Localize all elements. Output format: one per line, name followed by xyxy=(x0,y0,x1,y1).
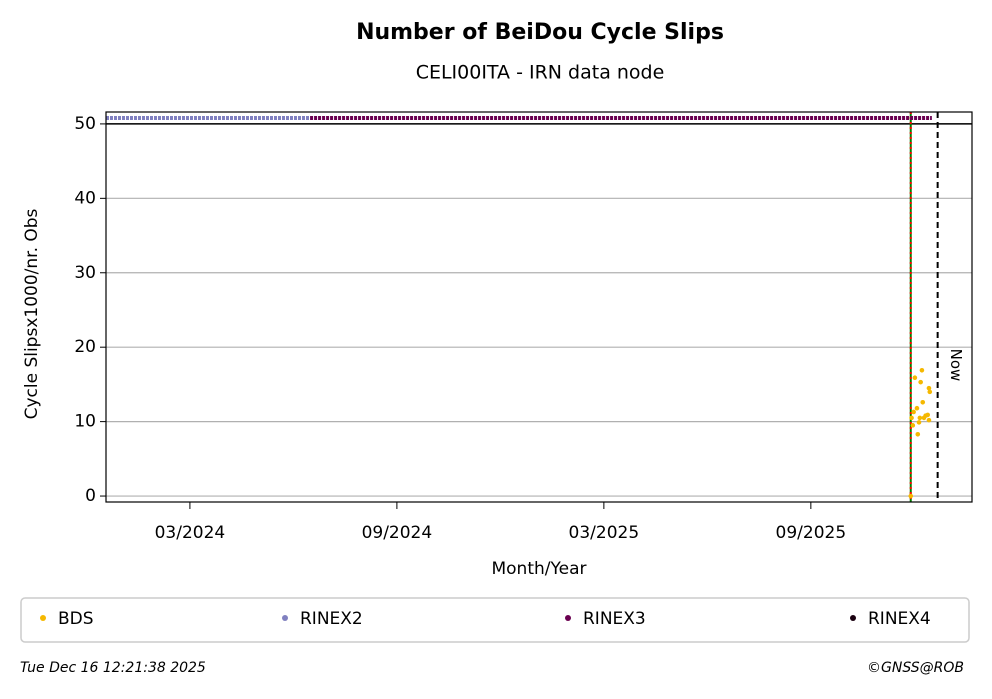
y-tick-label: 50 xyxy=(74,114,96,134)
legend-marker xyxy=(850,615,856,621)
legend-box xyxy=(20,597,970,643)
data-point xyxy=(918,379,923,385)
v-line-label: Now xyxy=(947,349,965,382)
chart-title: Number of BeiDou Cycle Slips xyxy=(356,20,724,45)
x-tick-label: 09/2024 xyxy=(362,523,433,543)
data-point xyxy=(926,417,932,423)
x-tick-label: 03/2024 xyxy=(155,523,226,543)
data-point xyxy=(910,423,916,428)
data-point xyxy=(911,409,916,415)
chart-subtitle: CELI00ITA - IRN data node xyxy=(416,62,665,84)
data-point xyxy=(920,399,926,405)
y-tick-label: 10 xyxy=(74,412,96,432)
legend-label: RINEX2 xyxy=(300,609,363,629)
y-tick-label: 40 xyxy=(74,188,96,208)
timestamp: Tue Dec 16 12:21:38 2025 xyxy=(20,660,206,676)
data-point xyxy=(914,405,920,411)
y-tick-label: 0 xyxy=(85,486,96,506)
legend-label: BDS xyxy=(58,609,94,629)
data-point xyxy=(927,389,933,395)
data-point xyxy=(909,415,914,421)
data-point xyxy=(925,412,931,418)
plot-frame xyxy=(105,111,973,503)
legend-label: RINEX4 xyxy=(868,609,931,629)
data-point xyxy=(917,415,923,421)
y-axis-label: Cycle Slipsx1000/nr. Obs xyxy=(22,208,42,419)
credit: ©GNSS@ROB xyxy=(867,660,964,676)
legend-marker xyxy=(282,615,288,621)
data-point xyxy=(916,420,922,425)
data-point xyxy=(926,385,932,391)
x-tick-label: 09/2025 xyxy=(776,523,847,543)
data-point xyxy=(912,375,918,381)
legend-label: RINEX3 xyxy=(583,609,646,629)
data-point xyxy=(919,367,925,373)
x-tick-label: 03/2025 xyxy=(569,523,640,543)
y-tick-label: 30 xyxy=(74,263,96,283)
legend-marker xyxy=(40,615,46,621)
x-axis-label: Month/Year xyxy=(491,559,586,579)
y-tick-label: 20 xyxy=(74,337,96,357)
data-point xyxy=(908,493,914,499)
data-point xyxy=(915,431,921,437)
legend-marker xyxy=(565,615,571,621)
